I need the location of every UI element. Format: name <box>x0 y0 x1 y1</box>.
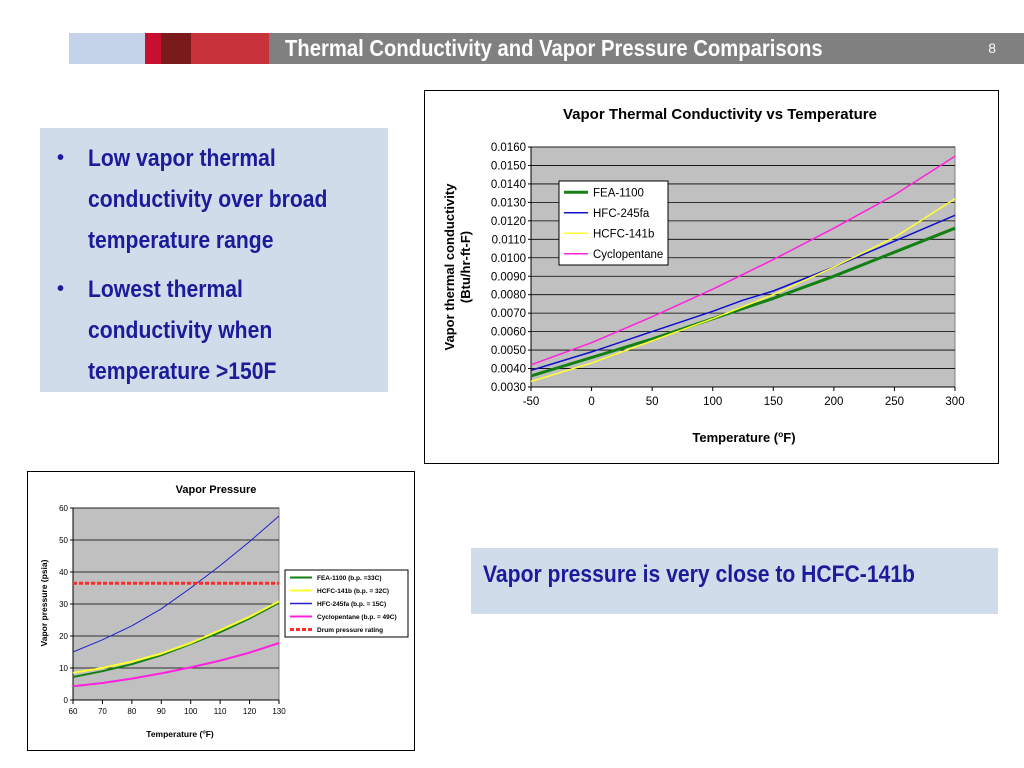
callout-text: Vapor pressure is very close to HCFC-141… <box>483 561 915 588</box>
series-line <box>72 642 280 688</box>
x-tick-label: -50 <box>523 396 540 408</box>
legend-label: HCFC-141b (b.p. = 32C) <box>317 588 389 595</box>
x-tick-label: 120 <box>243 707 257 716</box>
slide-number: 8 <box>988 40 996 56</box>
bullet-line: conductivity when <box>88 317 273 344</box>
x-tick-label: 0 <box>588 396 594 408</box>
y-tick-label: 30 <box>59 600 68 609</box>
legend-label: HFC-245fa <box>593 208 650 220</box>
x-tick-label: 110 <box>214 707 227 716</box>
y-tick-label: 0.0110 <box>492 234 526 246</box>
y-tick-label: 0.0040 <box>491 364 526 376</box>
bullet-line: Low vapor thermal <box>88 145 276 172</box>
header-block-dark-red <box>161 33 191 64</box>
y-axis-label: Vapor pressure (psia) <box>39 559 49 646</box>
bullet-text: Low vapor thermal conductivity over broa… <box>88 138 352 261</box>
x-tick-label: 300 <box>945 396 964 408</box>
y-tick-label: 40 <box>59 568 68 577</box>
y-axis-label: Vapor thermal conductivity <box>442 183 457 351</box>
y-tick-label: 60 <box>59 504 68 513</box>
series-line <box>530 155 956 366</box>
y-tick-label: 0.0120 <box>491 216 526 228</box>
y-tick-label: 50 <box>59 536 68 545</box>
chart-title: Vapor Pressure <box>176 484 257 496</box>
x-tick-label: 90 <box>157 707 166 716</box>
y-tick-label: 0.0140 <box>491 179 526 191</box>
bullet-glyph: • <box>57 147 65 169</box>
bullet-line: Lowest thermal <box>88 276 243 303</box>
y-tick-label: 0.0150 <box>491 160 526 172</box>
x-tick-label: 250 <box>885 396 904 408</box>
callout-box: Vapor pressure is very close to HCFC-141… <box>471 548 998 614</box>
header-bar: Thermal Conductivity and Vapor Pressure … <box>69 33 1024 64</box>
y-axis-label: (Btu/hr-ft-F) <box>458 231 473 303</box>
series-line <box>72 600 280 674</box>
x-tick-label: 60 <box>69 707 78 716</box>
y-tick-label: 0 <box>64 696 69 705</box>
series-line <box>72 601 280 678</box>
y-tick-label: 20 <box>59 632 68 641</box>
y-tick-label: 0.0100 <box>491 253 526 265</box>
x-tick-label: 70 <box>98 707 107 716</box>
series-line <box>530 226 956 378</box>
chart-title: Vapor Thermal Conductivity vs Temperatur… <box>563 106 877 123</box>
x-tick-label: 150 <box>764 396 783 408</box>
bullet-glyph: • <box>57 278 65 300</box>
y-tick-label: 0.0070 <box>491 308 526 320</box>
header-block-light <box>69 33 145 64</box>
header-block-crimson <box>191 33 269 64</box>
legend-label: Drum pressure rating <box>317 627 383 634</box>
legend-box <box>558 180 669 266</box>
y-tick-label: 0.0080 <box>491 290 526 302</box>
x-tick-label: 200 <box>824 396 843 408</box>
series-line <box>530 198 956 383</box>
legend-label: HFC-245fa (b.p. = 15C) <box>317 601 386 608</box>
x-axis-label: Temperature (oF) <box>146 729 214 739</box>
legend-label: Cyclopentane (b.p. = 49C) <box>317 614 397 621</box>
bullet-line: conductivity over broad <box>88 186 328 213</box>
x-tick-label: 80 <box>127 707 136 716</box>
bullet-box: • Low vapor thermal conductivity over br… <box>40 128 388 392</box>
y-tick-label: 0.0060 <box>491 327 526 339</box>
vapor-pressure-chart: 0 10 20 30 40 50 60 60 70 80 90 100 110 120 130 Vapor P… <box>27 471 415 751</box>
slide-title: Thermal Conductivity and Vapor Pressure … <box>285 35 823 61</box>
bullet-line: temperature >150F <box>88 358 277 385</box>
legend-label: FEA-1100 (b.p. =33C) <box>317 575 381 582</box>
bullet-text: Lowest thermal conductivity when tempera… <box>88 269 352 392</box>
series-line <box>72 515 280 653</box>
x-tick-label: 100 <box>184 707 198 716</box>
thermal-conductivity-chart: 0.0030 0.0040 0.0050 0.0060 0.0070 0.0080 0.00… <box>424 90 999 464</box>
legend-label: Cyclopentane <box>593 249 663 261</box>
y-tick-label: 0.0090 <box>491 271 526 283</box>
bullet-line: temperature range <box>88 227 274 254</box>
y-tick-label: 0.0130 <box>491 197 526 209</box>
y-tick-label: 10 <box>59 664 68 673</box>
y-tick-label: 0.0160 <box>491 142 526 154</box>
legend-label: FEA-1100 <box>593 187 644 199</box>
x-tick-label: 100 <box>703 396 722 408</box>
y-tick-label: 0.0050 <box>491 345 526 357</box>
x-axis-label: Temperature (oF) <box>692 429 795 445</box>
x-tick-label: 130 <box>272 707 286 716</box>
legend-label: HCFC-141b <box>593 228 654 240</box>
series-line <box>530 214 956 372</box>
header-block-red <box>145 33 161 64</box>
y-tick-label: 0.0030 <box>491 382 526 394</box>
x-tick-label: 50 <box>646 396 659 408</box>
